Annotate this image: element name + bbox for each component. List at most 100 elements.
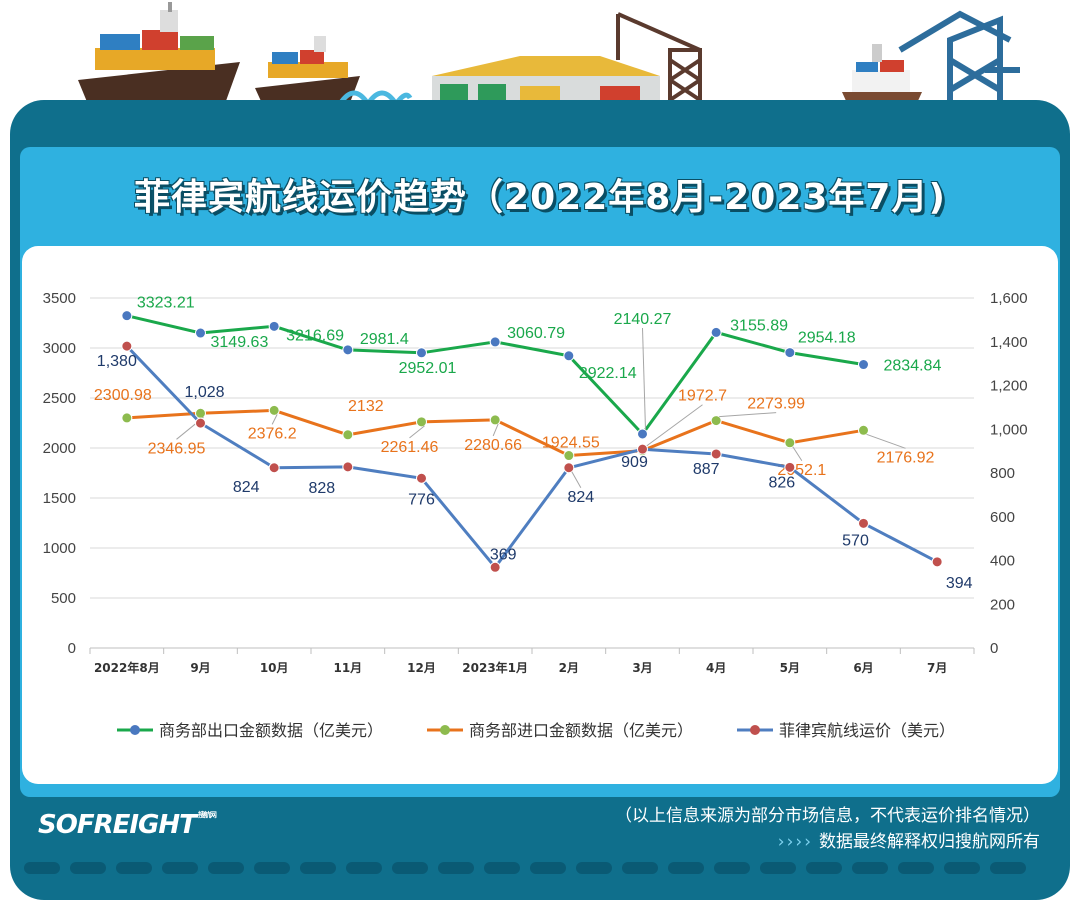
- data-label-0: 3323.21: [137, 295, 195, 312]
- series-point-1: [489, 414, 501, 426]
- x-tick-label: 9月: [190, 661, 210, 675]
- dash-segment: [392, 862, 428, 874]
- y-left-tick-label: 3000: [43, 340, 76, 357]
- data-label-0: 2954.18: [798, 330, 856, 347]
- dash-segment: [714, 862, 750, 874]
- data-label-2: 1,028: [184, 384, 224, 401]
- y-right-tick-label: 1,400: [990, 334, 1028, 351]
- legend-marker: [130, 725, 140, 735]
- y-right-tick-label: 600: [990, 509, 1015, 526]
- data-label-1: 2132: [348, 398, 384, 415]
- data-label-leader: [492, 423, 499, 437]
- y-right-tick-label: 1,200: [990, 378, 1028, 395]
- data-label-2: 824: [233, 479, 260, 496]
- gantry-crane-icon: [898, 10, 1020, 110]
- data-label-2: 909: [621, 454, 648, 471]
- dash-segment: [438, 862, 474, 874]
- series-point-1: [416, 416, 427, 428]
- series-point-0: [195, 327, 206, 339]
- y-right-tick-label: 1,600: [990, 290, 1028, 307]
- wave-icon: [337, 90, 413, 109]
- x-axis: 2022年8月 9月 10月 11月 12月 2023年1月 2月 3月 4月 5月 6月 7月: [89, 648, 975, 675]
- x-tick-label: 2月: [559, 661, 579, 675]
- y-axis-right: 0 200 400 600 800 1,000 1,200 1,400 1,600: [990, 290, 1028, 657]
- series-point-0: [710, 326, 722, 338]
- y-right-tick-label: 400: [990, 553, 1015, 570]
- x-tick-label: 11月: [333, 661, 362, 675]
- data-label-leader: [409, 425, 425, 439]
- series-point-2: [710, 448, 722, 460]
- series-point-1: [784, 437, 796, 449]
- data-label-0: 2140.27: [614, 311, 672, 328]
- data-label-leader: [271, 414, 278, 425]
- series-point-0: [784, 347, 796, 359]
- series-point-2: [858, 517, 869, 529]
- data-label-1: 2273.99: [747, 396, 805, 413]
- data-label-2: 887: [693, 461, 720, 478]
- data-label-leader: [645, 404, 703, 448]
- legend-marker: [440, 725, 450, 735]
- source-note: （以上信息来源为部分市场信息，不代表运价排名情况）: [615, 806, 1040, 826]
- dash-segment: [898, 862, 934, 874]
- dash-segment: [944, 862, 980, 874]
- data-label-1: 2261.46: [381, 439, 439, 456]
- data-label-2: 824: [567, 489, 594, 506]
- y-right-tick-label: 0: [990, 640, 998, 657]
- logo-text: SOFREIGHT: [38, 810, 197, 840]
- dash-segment: [622, 862, 658, 874]
- series-point-2: [489, 561, 501, 573]
- dash-segment: [484, 862, 520, 874]
- legend-label: 菲律宾航线运价（美元）: [779, 721, 955, 740]
- y-left-tick-label: 3500: [43, 290, 76, 307]
- data-label-1: 2376.2: [248, 425, 297, 442]
- series-point-0: [489, 336, 501, 348]
- data-label-2: 570: [842, 532, 869, 549]
- data-label-1: 2346.95: [148, 440, 206, 457]
- series-point-2: [195, 417, 206, 429]
- series-point-1: [342, 429, 354, 441]
- series-point-2: [563, 462, 575, 474]
- x-tick-label: 12月: [407, 661, 436, 675]
- data-label-1: 1924.55: [542, 435, 600, 452]
- data-label-2: 394: [946, 575, 973, 592]
- data-label-0: 3149.63: [211, 334, 269, 351]
- series-line-2: [125, 345, 938, 570]
- y-right-tick-label: 800: [990, 465, 1015, 482]
- legend-label: 商务部出口金额数据（亿美元）: [159, 721, 383, 740]
- x-tick-label: 10月: [260, 661, 289, 675]
- y-axis-left: 0 500 1000 1500 2000 2500 3000 3500: [43, 290, 76, 657]
- data-label-leader: [866, 433, 906, 449]
- series-point-2: [931, 556, 943, 568]
- dash-segment: [852, 862, 888, 874]
- series-point-1: [268, 404, 280, 416]
- data-label-1: 1972.7: [678, 388, 727, 405]
- rights-line: ›››› 数据最终解释权归搜航网所有: [615, 829, 1040, 855]
- dash-segment: [162, 862, 198, 874]
- y-right-tick-label: 200: [990, 596, 1015, 613]
- y-left-tick-label: 500: [51, 590, 76, 607]
- y-left-tick-label: 2500: [43, 390, 76, 407]
- series-point-0: [637, 428, 648, 440]
- cargo-ship-large-icon: [78, 2, 240, 114]
- dash-segment: [990, 862, 1026, 874]
- decorative-dash-row: [24, 862, 1056, 874]
- x-tick-label: 2022年8月: [94, 660, 160, 675]
- data-label-0: 3060.79: [507, 325, 565, 342]
- dash-segment: [24, 862, 60, 874]
- dash-segment: [806, 862, 842, 874]
- arrows-icon: ››››: [777, 832, 813, 852]
- chart-card: [22, 246, 1058, 784]
- dash-segment: [300, 862, 336, 874]
- series-point-2: [342, 461, 354, 473]
- series-point-1: [195, 407, 206, 419]
- y-left-tick-label: 1500: [43, 490, 76, 507]
- dash-segment: [668, 862, 704, 874]
- legend-label: 商务部进口金额数据（亿美元）: [469, 721, 693, 740]
- rights-note: 数据最终解释权归搜航网所有: [819, 832, 1040, 852]
- dash-segment: [208, 862, 244, 874]
- data-label-0: 2834.84: [884, 358, 942, 375]
- dash-segment: [70, 862, 106, 874]
- data-label-0: 2981.4: [360, 331, 409, 348]
- warehouse-icon: [432, 56, 660, 106]
